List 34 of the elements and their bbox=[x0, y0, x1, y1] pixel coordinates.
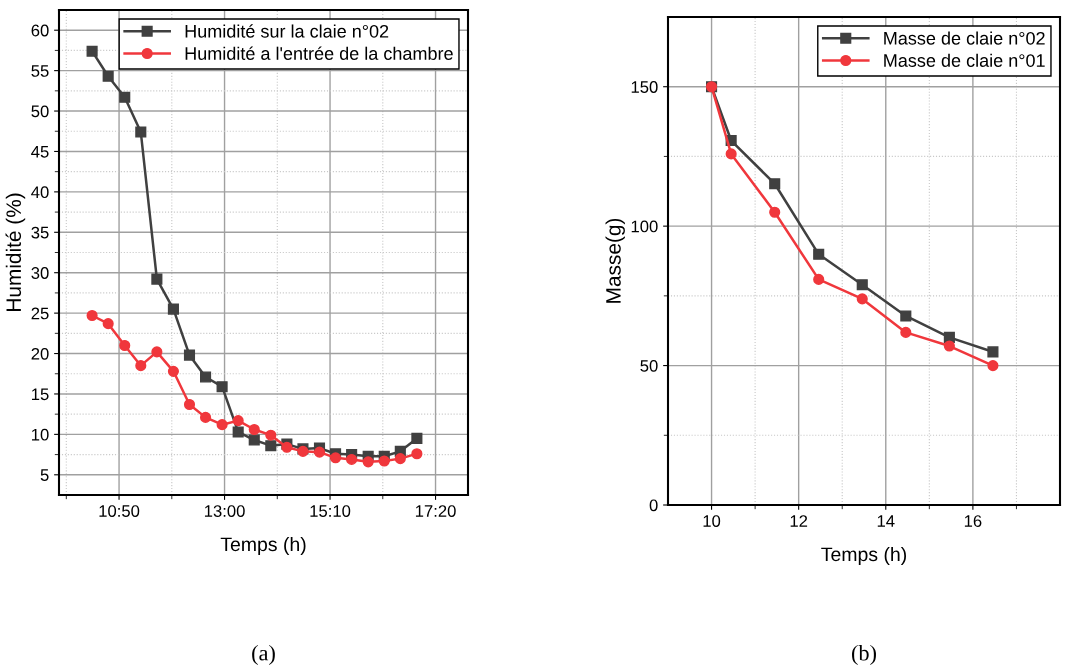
y-tick-label: 150 bbox=[631, 81, 658, 93]
x-tick-label: 15:10 bbox=[310, 505, 351, 517]
legend-label: Masse de claie n°01 bbox=[884, 53, 1045, 67]
y-tick-label: 50 bbox=[31, 105, 49, 118]
x-tick-label: 10:50 bbox=[99, 505, 140, 517]
y-axis-title: Masse(g) bbox=[605, 218, 625, 303]
text: (a) bbox=[252, 644, 275, 666]
y-tick-label: 30 bbox=[31, 267, 49, 279]
legend-label: Humidité a l'entrée de la chambre bbox=[185, 46, 453, 60]
x-tick-label: 13:00 bbox=[204, 505, 245, 517]
x-tick-label: 14 bbox=[877, 515, 895, 527]
y-tick-label: 45 bbox=[31, 146, 49, 158]
legend-label: Humidité sur la claie n°02 bbox=[185, 24, 389, 38]
y-tick-label: 5 bbox=[40, 469, 49, 481]
text: (b) bbox=[852, 644, 876, 666]
x-tick-label: 17:20 bbox=[415, 505, 456, 517]
y-tick-label: 25 bbox=[31, 307, 49, 320]
y-tick-label: 0 bbox=[649, 499, 658, 512]
y-tick-label: 15 bbox=[32, 388, 49, 401]
y-tick-label: 60 bbox=[31, 24, 49, 37]
y-tick-label: 10 bbox=[32, 428, 49, 441]
x-tick-label: 16 bbox=[964, 515, 982, 527]
y-axis-title: Humidité (%) bbox=[5, 193, 26, 311]
y-tick-label: 50 bbox=[640, 359, 658, 372]
legend-label: Masse de claie n°02 bbox=[884, 31, 1045, 45]
x-tick-label: 12 bbox=[790, 515, 808, 527]
x-axis-title: Temps (h) bbox=[821, 546, 907, 566]
y-tick-label: 55 bbox=[31, 65, 49, 77]
y-tick-label: 100 bbox=[631, 220, 658, 233]
y-tick-label: 20 bbox=[31, 347, 49, 360]
x-tick-label: 10 bbox=[703, 515, 721, 527]
y-tick-label: 35 bbox=[31, 226, 49, 239]
y-tick-label: 40 bbox=[31, 186, 49, 199]
x-axis-title: Temps (h) bbox=[220, 536, 306, 556]
